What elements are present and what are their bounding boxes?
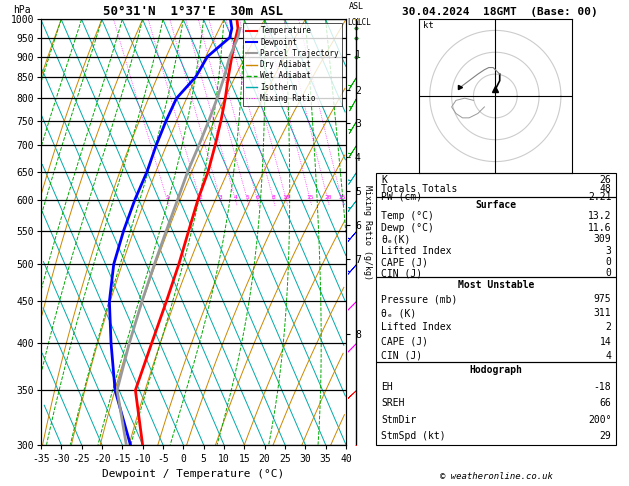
Text: 309: 309 [594, 234, 611, 244]
Text: CAPE (J): CAPE (J) [381, 337, 428, 347]
Text: 2.21: 2.21 [588, 191, 611, 202]
Text: 29: 29 [599, 431, 611, 441]
Text: 48: 48 [599, 184, 611, 193]
Title: 50°31'N  1°37'E  30m ASL: 50°31'N 1°37'E 30m ASL [103, 5, 284, 18]
Text: km
ASL: km ASL [349, 0, 364, 11]
Text: 3: 3 [219, 195, 222, 200]
Legend: Temperature, Dewpoint, Parcel Trajectory, Dry Adiabat, Wet Adiabat, Isotherm, Mi: Temperature, Dewpoint, Parcel Trajectory… [243, 23, 342, 106]
Text: 0: 0 [606, 268, 611, 278]
Text: 14: 14 [599, 337, 611, 347]
Text: LCL: LCL [347, 18, 361, 28]
Text: Totals Totals: Totals Totals [381, 184, 457, 193]
Text: SREH: SREH [381, 398, 404, 408]
Text: StmSpd (kt): StmSpd (kt) [381, 431, 446, 441]
Text: θₑ (K): θₑ (K) [381, 308, 416, 318]
Text: 3: 3 [606, 245, 611, 256]
Text: PW (cm): PW (cm) [381, 191, 422, 202]
Text: 2: 2 [198, 195, 202, 200]
Text: 20: 20 [324, 195, 331, 200]
Text: Most Unstable: Most Unstable [458, 280, 535, 290]
Text: 6: 6 [255, 195, 259, 200]
Text: 8: 8 [272, 195, 276, 200]
Text: Pressure (mb): Pressure (mb) [381, 294, 457, 304]
Text: EH: EH [381, 382, 393, 392]
Text: kt: kt [423, 21, 434, 30]
Text: CIN (J): CIN (J) [381, 268, 422, 278]
Text: Dewp (°C): Dewp (°C) [381, 223, 434, 233]
Text: 4: 4 [606, 351, 611, 361]
Text: © weatheronline.co.uk: © weatheronline.co.uk [440, 472, 553, 481]
Text: 25: 25 [338, 195, 345, 200]
Text: θₑ(K): θₑ(K) [381, 234, 411, 244]
Text: hPa: hPa [13, 5, 31, 15]
Text: Surface: Surface [476, 200, 517, 210]
Text: 311: 311 [594, 308, 611, 318]
Text: 10: 10 [282, 195, 290, 200]
Text: 11.6: 11.6 [588, 223, 611, 233]
Text: 4: 4 [233, 195, 237, 200]
X-axis label: Dewpoint / Temperature (°C): Dewpoint / Temperature (°C) [103, 469, 284, 479]
Text: 15: 15 [306, 195, 314, 200]
Y-axis label: Mixing Ratio (g/kg): Mixing Ratio (g/kg) [363, 185, 372, 279]
Text: Hodograph: Hodograph [470, 365, 523, 375]
Text: 5: 5 [245, 195, 249, 200]
Text: 975: 975 [594, 294, 611, 304]
Text: 0: 0 [606, 257, 611, 267]
Text: StmDir: StmDir [381, 415, 416, 425]
Text: 13.2: 13.2 [588, 211, 611, 221]
Text: Lifted Index: Lifted Index [381, 323, 452, 332]
Text: 200°: 200° [588, 415, 611, 425]
Text: CAPE (J): CAPE (J) [381, 257, 428, 267]
Text: K: K [381, 175, 387, 186]
Text: -18: -18 [594, 382, 611, 392]
Text: 1: 1 [165, 195, 169, 200]
Text: 30.04.2024  18GMT  (Base: 00): 30.04.2024 18GMT (Base: 00) [402, 7, 598, 17]
Text: LCL: LCL [357, 18, 370, 28]
Text: Temp (°C): Temp (°C) [381, 211, 434, 221]
Text: 2: 2 [606, 323, 611, 332]
Text: 66: 66 [599, 398, 611, 408]
Text: Lifted Index: Lifted Index [381, 245, 452, 256]
Text: 26: 26 [599, 175, 611, 186]
Text: CIN (J): CIN (J) [381, 351, 422, 361]
